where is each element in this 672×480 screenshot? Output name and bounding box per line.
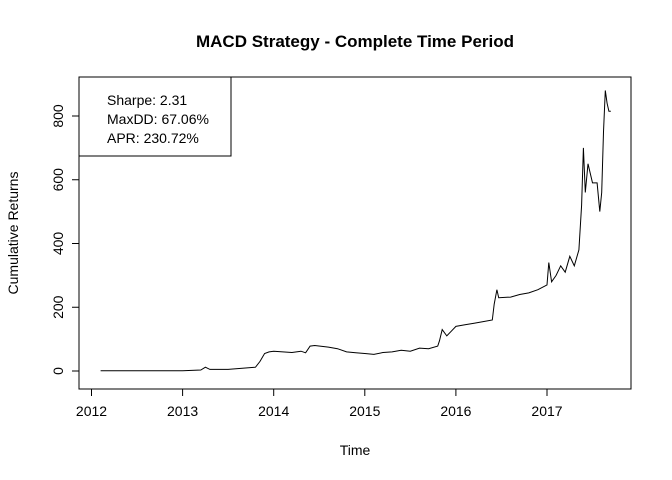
- y-tick-label: 200: [50, 295, 66, 319]
- stats-legend-box: [78, 76, 232, 157]
- y-tick-label: 800: [50, 104, 66, 128]
- x-tick-label: 2012: [76, 403, 107, 419]
- series-line: [100, 90, 611, 372]
- stats-apr: APR: 230.72%: [107, 130, 199, 146]
- x-tick-label: 2016: [440, 403, 471, 419]
- x-tick-label: 2017: [531, 403, 562, 419]
- stats-maxdd: MaxDD: 67.06%: [107, 111, 209, 127]
- stats-sharpe: Sharpe: 2.31: [107, 92, 187, 108]
- y-tick-label: 0: [50, 367, 66, 375]
- y-axis-label: Cumulative Returns: [5, 172, 21, 295]
- x-axis-label: Time: [340, 442, 371, 458]
- chart-title: MACD Strategy - Complete Time Period: [196, 32, 514, 51]
- x-tick-label: 2015: [349, 403, 380, 419]
- stats-legend: Sharpe: 2.31 MaxDD: 67.06% APR: 230.72%: [78, 76, 232, 157]
- x-tick-label: 2013: [167, 403, 198, 419]
- y-tick-label: 400: [50, 232, 66, 256]
- y-axis: 0 200 400 600 800: [50, 104, 80, 375]
- y-tick-label: 600: [50, 168, 66, 192]
- x-axis: 2012 2013 2014 2015 2016 2017: [76, 388, 563, 419]
- x-tick-label: 2014: [258, 403, 289, 419]
